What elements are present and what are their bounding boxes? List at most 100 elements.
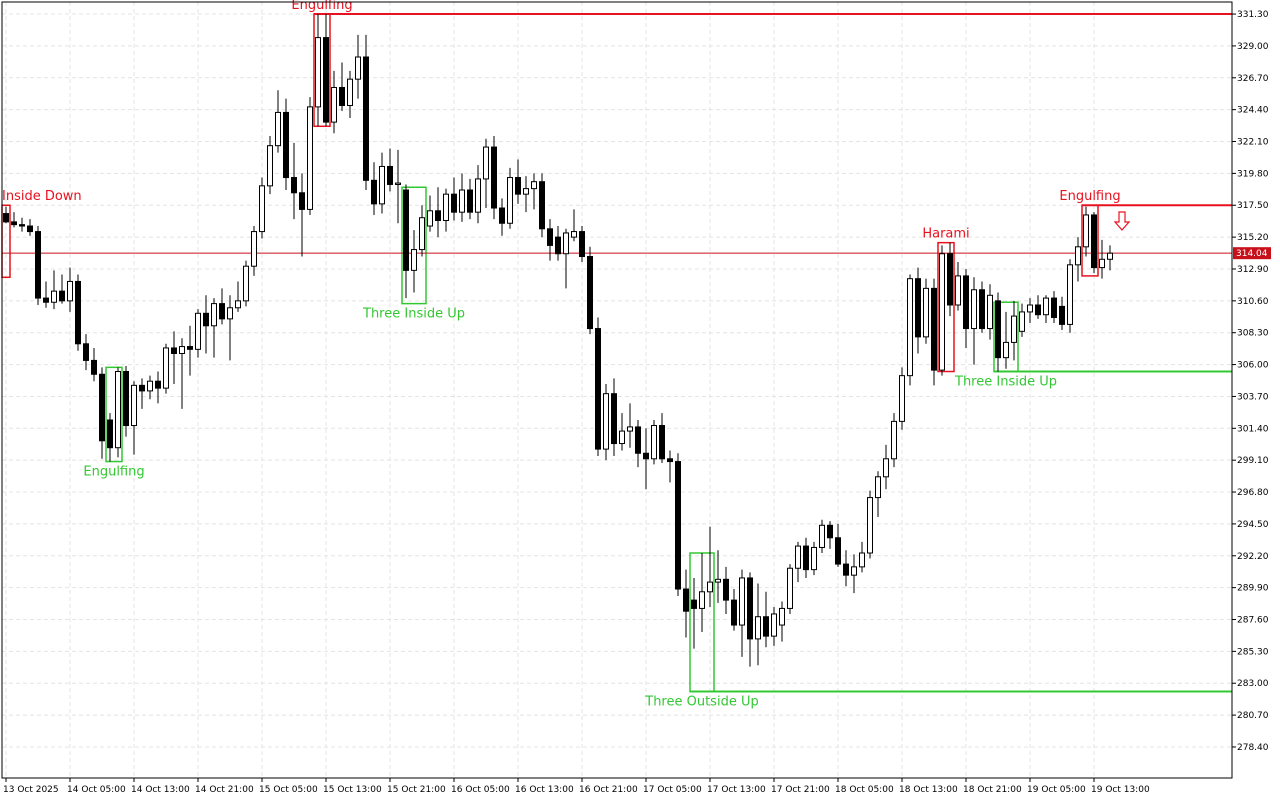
x-tick-label: 18 Oct 05:00 xyxy=(835,785,894,795)
candle-body xyxy=(723,578,729,601)
candle-body xyxy=(187,346,193,350)
signal-arrow xyxy=(1113,211,1131,231)
candle-body xyxy=(1011,315,1017,343)
candle-body xyxy=(651,425,657,460)
overlay: Inside Down Engulfing Engulfing Three Insid… xyxy=(1,0,1232,710)
candle-body xyxy=(595,328,601,450)
candle-body xyxy=(363,56,369,181)
x-tick-label: 16 Oct 21:00 xyxy=(579,785,638,795)
candle-body xyxy=(1035,304,1041,316)
y-tick-label: 301.40 xyxy=(1237,424,1269,434)
candle-body xyxy=(331,86,337,123)
candle-body xyxy=(731,599,737,626)
candle-body xyxy=(147,380,153,392)
candle-body xyxy=(1091,214,1097,269)
candle-body xyxy=(611,393,617,445)
candle-body xyxy=(171,347,177,354)
candle-body xyxy=(547,228,553,246)
candle-body xyxy=(307,106,313,210)
pattern-label: Harami xyxy=(922,227,969,242)
candle-body xyxy=(779,607,785,626)
candle-body xyxy=(435,210,441,221)
candle-body xyxy=(931,287,937,371)
pattern-label: Engulfing xyxy=(1059,189,1120,204)
candle-body xyxy=(51,290,57,303)
candle-body xyxy=(139,384,145,392)
candle-body xyxy=(707,581,713,593)
candle-body xyxy=(635,426,641,454)
pattern-label: Three Outside Up xyxy=(644,695,758,710)
candle-body xyxy=(747,577,753,640)
candle-body xyxy=(227,307,233,320)
candle-body xyxy=(483,146,489,180)
candle-body xyxy=(243,265,249,302)
y-tick-label: 299.10 xyxy=(1237,456,1269,466)
candle-body xyxy=(155,380,161,389)
candle-body xyxy=(99,373,105,442)
candle-body xyxy=(219,303,225,320)
pattern-box xyxy=(401,186,427,305)
y-tick-label: 331.30 xyxy=(1237,10,1269,20)
candle-body xyxy=(1067,264,1073,325)
candle-body xyxy=(315,37,321,108)
y-tick-label: 292.20 xyxy=(1237,552,1269,562)
x-tick-label: 17 Oct 05:00 xyxy=(643,785,702,795)
candle-body xyxy=(83,343,89,361)
candle-body xyxy=(691,599,697,609)
candle-body xyxy=(35,231,41,299)
candle-body xyxy=(659,425,665,460)
candle-body xyxy=(683,588,689,612)
last-price-tag xyxy=(1233,247,1271,260)
candle-body xyxy=(507,177,513,224)
candle-body xyxy=(371,179,377,205)
candle-body xyxy=(1043,297,1049,316)
candle-body xyxy=(531,181,537,190)
candle-body xyxy=(499,207,505,224)
candle-body xyxy=(563,232,569,255)
candle-body xyxy=(1003,341,1009,359)
last-price-label: 314.04 xyxy=(1236,249,1268,259)
x-tick-label: 15 Oct 13:00 xyxy=(323,785,382,795)
candle-body xyxy=(347,78,353,106)
candle-body xyxy=(819,524,825,548)
candle-body xyxy=(571,231,577,238)
candle-body xyxy=(795,545,801,569)
x-tick-label: 19 Oct 05:00 xyxy=(1027,785,1086,795)
x-tick-label: 14 Oct 13:00 xyxy=(131,785,190,795)
candle-body xyxy=(803,545,809,571)
y-tick-label: 312.90 xyxy=(1237,265,1269,275)
candle-body xyxy=(211,303,217,327)
candle-body xyxy=(427,210,433,227)
candle-body xyxy=(491,146,497,209)
x-tick-label: 15 Oct 21:00 xyxy=(387,785,446,795)
x-tick-label: 18 Oct 21:00 xyxy=(963,785,1022,795)
y-tick-label: 308.30 xyxy=(1237,329,1269,339)
candle-body xyxy=(523,188,529,195)
candle-body xyxy=(475,178,481,213)
candle-body xyxy=(283,111,289,179)
candle-body xyxy=(1027,304,1033,313)
pattern-box xyxy=(105,366,123,463)
candle-body xyxy=(883,458,889,478)
y-tick-label: 326.70 xyxy=(1237,74,1269,84)
candle-body xyxy=(915,278,921,338)
x-tick-label: 13 Oct 2025 xyxy=(3,785,59,795)
candle-body xyxy=(379,165,385,205)
x-tick-label: 14 Oct 05:00 xyxy=(67,785,126,795)
candle-body xyxy=(875,476,881,499)
y-tick-label: 329.00 xyxy=(1237,42,1269,52)
candle-body xyxy=(811,546,817,571)
x-tick-label: 16 Oct 05:00 xyxy=(451,785,510,795)
y-tick-label: 287.60 xyxy=(1237,616,1269,626)
pattern-label: Engulfing xyxy=(291,0,352,13)
candle-body xyxy=(179,346,185,354)
candle-body xyxy=(419,217,425,251)
candle-body xyxy=(891,420,897,460)
y-tick-label: 278.40 xyxy=(1237,743,1269,753)
candle-body xyxy=(627,426,633,432)
candle-body xyxy=(3,213,9,223)
pattern-label: Engulfing xyxy=(83,465,144,480)
candle-body xyxy=(259,185,265,233)
candle-body xyxy=(267,145,273,187)
